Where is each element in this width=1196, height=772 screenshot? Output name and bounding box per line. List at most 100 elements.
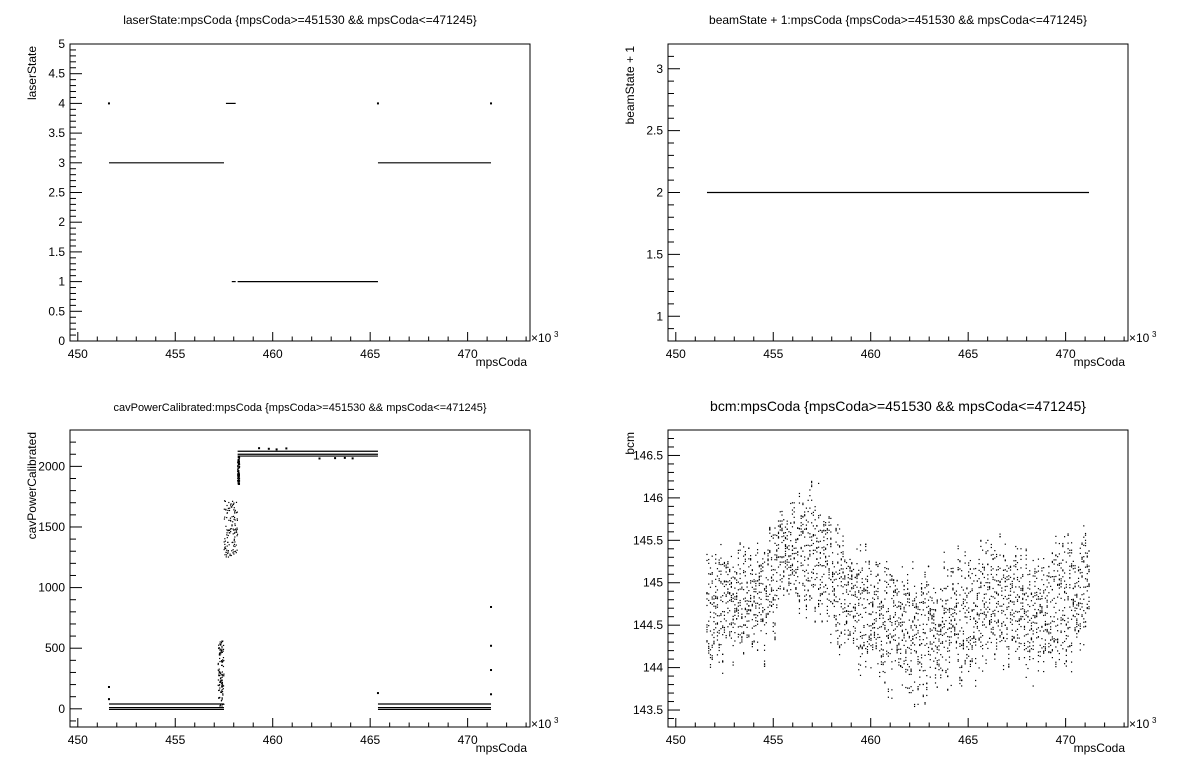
data-point bbox=[718, 661, 720, 663]
data-point bbox=[1069, 565, 1071, 567]
data-point bbox=[1051, 650, 1053, 652]
data-point bbox=[238, 463, 240, 465]
data-point bbox=[490, 693, 493, 696]
x-tick-label: 470 bbox=[458, 347, 478, 361]
data-point bbox=[990, 573, 992, 575]
data-point bbox=[1002, 597, 1005, 600]
data-point bbox=[868, 638, 870, 641]
data-point bbox=[706, 629, 708, 631]
data-point bbox=[217, 663, 219, 666]
data-point bbox=[741, 617, 743, 619]
data-point bbox=[790, 574, 792, 576]
data-point bbox=[753, 641, 755, 643]
data-point bbox=[807, 499, 809, 501]
data-point bbox=[975, 644, 977, 646]
data-point bbox=[1077, 605, 1080, 607]
data-point bbox=[1036, 613, 1038, 615]
data-point bbox=[875, 564, 877, 566]
data-point bbox=[734, 598, 736, 600]
data-point bbox=[1081, 557, 1083, 559]
data-point bbox=[1037, 598, 1040, 600]
data-point bbox=[797, 527, 799, 529]
data-point bbox=[237, 475, 239, 477]
data-point bbox=[1083, 536, 1085, 538]
data-point bbox=[840, 564, 842, 566]
data-point bbox=[232, 503, 235, 506]
data-point bbox=[962, 633, 965, 635]
data-point bbox=[225, 509, 227, 511]
data-point bbox=[711, 582, 713, 584]
data-point bbox=[887, 652, 890, 654]
data-point bbox=[237, 456, 240, 458]
data-point bbox=[786, 523, 788, 525]
data-point bbox=[835, 630, 837, 632]
data-point bbox=[880, 606, 883, 608]
data-point bbox=[941, 642, 944, 644]
data-point bbox=[926, 694, 928, 697]
data-point bbox=[868, 635, 870, 637]
data-point bbox=[222, 703, 224, 705]
data-point bbox=[769, 610, 771, 613]
data-point bbox=[975, 623, 977, 625]
data-point bbox=[831, 590, 834, 592]
data-point bbox=[1079, 623, 1081, 625]
data-point bbox=[1008, 575, 1010, 577]
data-point bbox=[1060, 644, 1062, 646]
data-point bbox=[994, 591, 996, 593]
data-point bbox=[927, 584, 930, 586]
data-point bbox=[1002, 574, 1005, 576]
data-point bbox=[238, 483, 240, 485]
data-point bbox=[985, 662, 987, 665]
data-point bbox=[490, 644, 493, 647]
data-point bbox=[980, 539, 982, 541]
data-point bbox=[886, 567, 888, 570]
data-point bbox=[875, 647, 877, 650]
data-point bbox=[809, 495, 811, 497]
data-point bbox=[870, 634, 872, 636]
data-point bbox=[847, 613, 849, 615]
data-point bbox=[969, 660, 971, 663]
data-point bbox=[982, 648, 984, 650]
data-point bbox=[807, 510, 809, 513]
data-point bbox=[767, 579, 769, 581]
data-point bbox=[1055, 625, 1057, 627]
data-point bbox=[804, 528, 806, 530]
data-point bbox=[1079, 602, 1081, 604]
data-point bbox=[814, 519, 816, 521]
data-point bbox=[1053, 640, 1055, 642]
data-point bbox=[915, 650, 917, 653]
data-point bbox=[894, 604, 896, 606]
data-point bbox=[823, 525, 825, 527]
data-point bbox=[975, 604, 977, 606]
data-point bbox=[985, 616, 987, 618]
data-point bbox=[1018, 620, 1020, 622]
data-point bbox=[978, 630, 980, 632]
data-point bbox=[709, 654, 712, 656]
data-point bbox=[755, 624, 757, 627]
data-point bbox=[805, 527, 808, 530]
data-point bbox=[713, 595, 715, 597]
data-point bbox=[819, 552, 821, 554]
data-point bbox=[975, 567, 977, 570]
data-point bbox=[781, 527, 783, 529]
data-point bbox=[969, 591, 971, 593]
data-point bbox=[988, 602, 991, 604]
data-point bbox=[997, 620, 999, 622]
data-point bbox=[233, 538, 235, 540]
data-point bbox=[983, 569, 985, 571]
data-point bbox=[1030, 638, 1033, 640]
data-point bbox=[749, 555, 752, 557]
data-point bbox=[870, 613, 872, 616]
data-point bbox=[994, 557, 996, 559]
data-point bbox=[861, 581, 863, 584]
data-point bbox=[1063, 663, 1066, 665]
data-point bbox=[234, 509, 236, 511]
data-point bbox=[765, 577, 767, 579]
data-point bbox=[882, 670, 884, 673]
data-point bbox=[737, 557, 739, 559]
data-point bbox=[987, 578, 989, 580]
data-point bbox=[906, 687, 909, 689]
data-point bbox=[900, 652, 902, 655]
data-point bbox=[908, 619, 910, 621]
data-point bbox=[943, 612, 945, 614]
